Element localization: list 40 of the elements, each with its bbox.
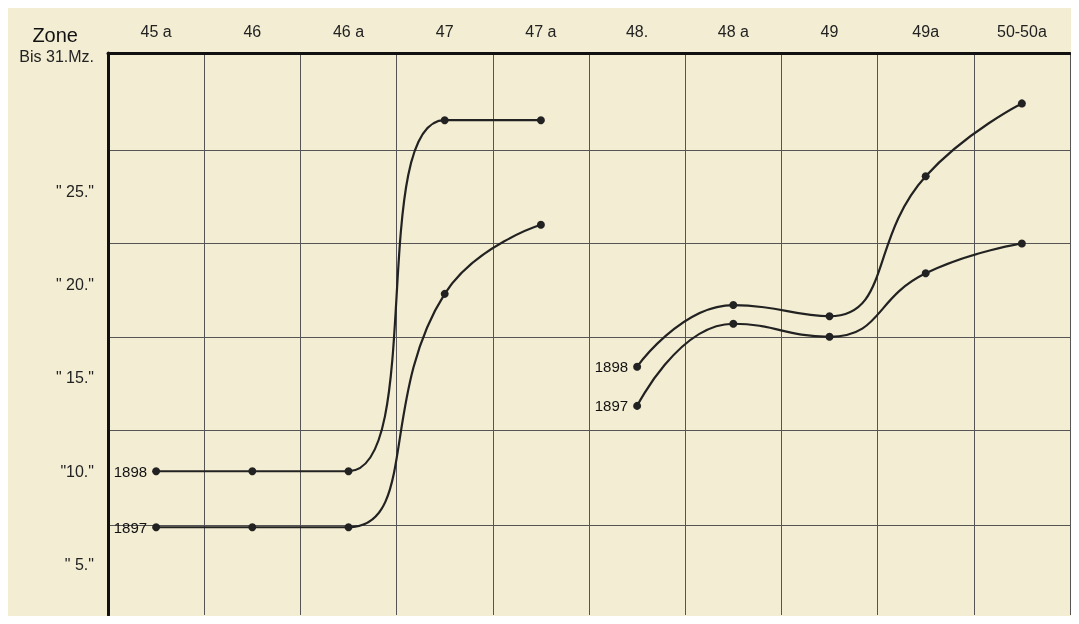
point <box>633 362 642 371</box>
y-tick-label: Bis 31.Mz. <box>19 48 94 66</box>
point <box>440 116 449 125</box>
point <box>633 401 642 410</box>
point <box>344 467 353 476</box>
point <box>152 467 161 476</box>
x-tick-label: 49a <box>912 22 940 40</box>
point <box>152 523 161 532</box>
point <box>1017 99 1026 108</box>
point <box>1017 239 1026 248</box>
y-tick-label: "10." <box>60 462 94 480</box>
series-label: 1898 <box>113 462 148 480</box>
x-tick-label: 47 a <box>525 22 557 40</box>
y-tick-label: " 5." <box>64 556 94 574</box>
y-tick-label: " 25." <box>55 182 94 200</box>
point <box>440 289 449 298</box>
point <box>536 220 545 229</box>
point <box>921 269 930 278</box>
series-label: 1898 <box>594 358 629 376</box>
y-tick-label: " 20." <box>55 276 94 294</box>
x-tick-label: 49 <box>820 22 839 40</box>
x-tick-label: 48. <box>625 22 649 40</box>
point <box>729 301 738 310</box>
x-tick-label: 47 <box>435 22 454 40</box>
point <box>921 172 930 181</box>
x-tick-label: 46 a <box>332 22 365 40</box>
point <box>248 467 257 476</box>
series-label: 1897 <box>594 397 629 415</box>
x-tick-label: 48 a <box>717 22 749 40</box>
point <box>344 523 353 532</box>
x-tick-label: 45 a <box>140 22 172 40</box>
x-axis-title: Zone <box>32 24 78 46</box>
point <box>825 332 834 341</box>
point <box>536 116 545 125</box>
point <box>248 523 257 532</box>
y-tick-label: " 15." <box>55 369 94 387</box>
x-tick-label: 50-50a <box>996 22 1047 40</box>
point <box>729 319 738 328</box>
point <box>825 312 834 321</box>
x-tick-label: 46 <box>243 22 262 40</box>
